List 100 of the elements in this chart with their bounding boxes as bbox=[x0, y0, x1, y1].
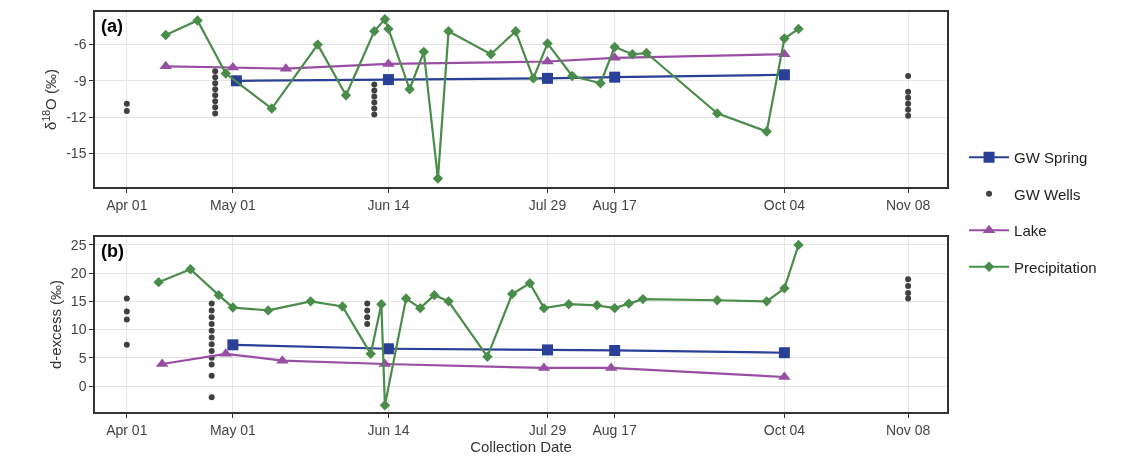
point bbox=[383, 23, 394, 35]
point bbox=[528, 73, 539, 84]
point bbox=[212, 74, 219, 81]
legend-label: Precipitation bbox=[1014, 258, 1097, 276]
point bbox=[623, 298, 635, 309]
point bbox=[609, 344, 621, 356]
y-tick-label: 20 bbox=[70, 265, 87, 282]
point bbox=[371, 99, 378, 106]
point bbox=[563, 298, 574, 310]
x-axis-title: Collection Date bbox=[470, 437, 572, 455]
point bbox=[364, 320, 371, 327]
y-tick-label: 10 bbox=[70, 321, 87, 338]
point bbox=[208, 307, 215, 314]
point bbox=[485, 49, 497, 60]
point bbox=[369, 26, 380, 37]
point bbox=[761, 296, 772, 307]
chart-title: (b) bbox=[101, 241, 124, 261]
point bbox=[305, 296, 316, 307]
point bbox=[779, 283, 790, 294]
legend-label: GW Spring bbox=[1014, 149, 1088, 167]
point bbox=[542, 344, 554, 356]
point bbox=[123, 316, 130, 323]
point bbox=[905, 295, 912, 302]
point bbox=[376, 298, 387, 310]
x-tick-label: Jun 14 bbox=[367, 196, 410, 213]
point bbox=[123, 341, 130, 348]
point bbox=[208, 341, 215, 348]
point bbox=[213, 289, 224, 301]
point bbox=[793, 23, 804, 35]
x-tick-label: Apr 01 bbox=[106, 196, 148, 213]
point bbox=[208, 348, 215, 355]
y-tick-label: 5 bbox=[78, 349, 87, 366]
point bbox=[212, 80, 219, 87]
point bbox=[567, 70, 578, 82]
point bbox=[404, 84, 415, 95]
x-tick-label: Oct 04 bbox=[763, 196, 806, 213]
point bbox=[905, 283, 912, 290]
point bbox=[337, 301, 348, 312]
x-tick-label: Aug 17 bbox=[592, 196, 638, 213]
point bbox=[312, 39, 323, 50]
point bbox=[761, 126, 772, 137]
point bbox=[371, 81, 378, 88]
point bbox=[266, 103, 277, 114]
point bbox=[212, 86, 219, 93]
point bbox=[208, 314, 215, 321]
point bbox=[371, 111, 378, 118]
point bbox=[159, 60, 173, 70]
point bbox=[778, 69, 790, 81]
point bbox=[192, 15, 203, 26]
point bbox=[379, 14, 391, 25]
point bbox=[905, 100, 912, 107]
x-tick-label: May 01 bbox=[209, 421, 257, 438]
x-tick-label: May 01 bbox=[209, 196, 257, 213]
point bbox=[432, 173, 444, 184]
point bbox=[208, 320, 215, 327]
point bbox=[905, 112, 912, 119]
point bbox=[793, 239, 804, 251]
point bbox=[220, 68, 231, 79]
point bbox=[208, 394, 215, 401]
y-tick-label: 15 bbox=[70, 293, 87, 310]
legend-label: Lake bbox=[1014, 222, 1047, 240]
x-tick-label: Oct 04 bbox=[763, 421, 806, 438]
point bbox=[212, 110, 219, 117]
x-tick-label: Apr 01 bbox=[106, 421, 148, 438]
point bbox=[637, 293, 649, 305]
point bbox=[905, 289, 912, 296]
point bbox=[905, 94, 912, 101]
point bbox=[712, 108, 723, 119]
x-tick-label: Nov 08 bbox=[885, 196, 931, 213]
y-tick-label: -15 bbox=[66, 145, 87, 162]
point bbox=[208, 334, 215, 341]
point bbox=[905, 72, 912, 79]
point bbox=[429, 289, 440, 301]
point bbox=[364, 314, 371, 321]
point bbox=[595, 78, 606, 89]
x-tick-label: Jul 29 bbox=[528, 196, 567, 213]
point bbox=[905, 276, 912, 283]
y-tick-label: 25 bbox=[70, 236, 87, 253]
point bbox=[524, 278, 536, 289]
point bbox=[212, 92, 219, 99]
point bbox=[227, 339, 239, 351]
point bbox=[208, 361, 215, 368]
point bbox=[506, 288, 518, 300]
point bbox=[400, 293, 412, 304]
point bbox=[382, 74, 394, 86]
point bbox=[905, 106, 912, 113]
point bbox=[263, 305, 274, 316]
point bbox=[371, 105, 378, 112]
point bbox=[153, 276, 164, 288]
y-tick-label: -6 bbox=[74, 36, 87, 53]
x-tick-label: Aug 17 bbox=[592, 421, 638, 438]
chart-title: (a) bbox=[101, 16, 123, 36]
point bbox=[160, 29, 171, 41]
point bbox=[641, 47, 652, 59]
point bbox=[365, 348, 376, 360]
x-tick-label: Jun 14 bbox=[367, 421, 410, 438]
point bbox=[627, 49, 638, 60]
point bbox=[208, 372, 215, 379]
point bbox=[779, 33, 790, 44]
point bbox=[212, 98, 219, 105]
